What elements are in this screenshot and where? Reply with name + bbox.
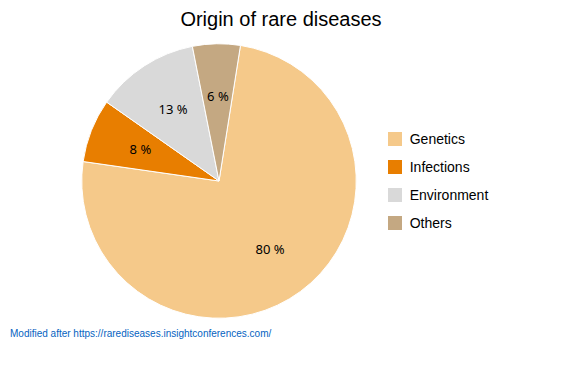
svg-text:6 %: 6 %: [207, 87, 229, 105]
html-text:Modified after https://raredis: Modified after https://rarediseases.insi…: [10, 328, 272, 339]
html-text:Genetics: Genetics: [409, 131, 465, 147]
html-text:Origin of rare diseases: Origin of rare diseases: [180, 8, 382, 30]
svg-text:8 %: 8 %: [129, 140, 151, 158]
html-text:Environment: Environment: [409, 187, 489, 203]
svg-text:13 %: 13 %: [158, 100, 187, 118]
html-text:Infections: Infections: [409, 159, 470, 175]
html-text:Others: Others: [409, 215, 452, 231]
svg-text:80 %: 80 %: [255, 240, 284, 258]
